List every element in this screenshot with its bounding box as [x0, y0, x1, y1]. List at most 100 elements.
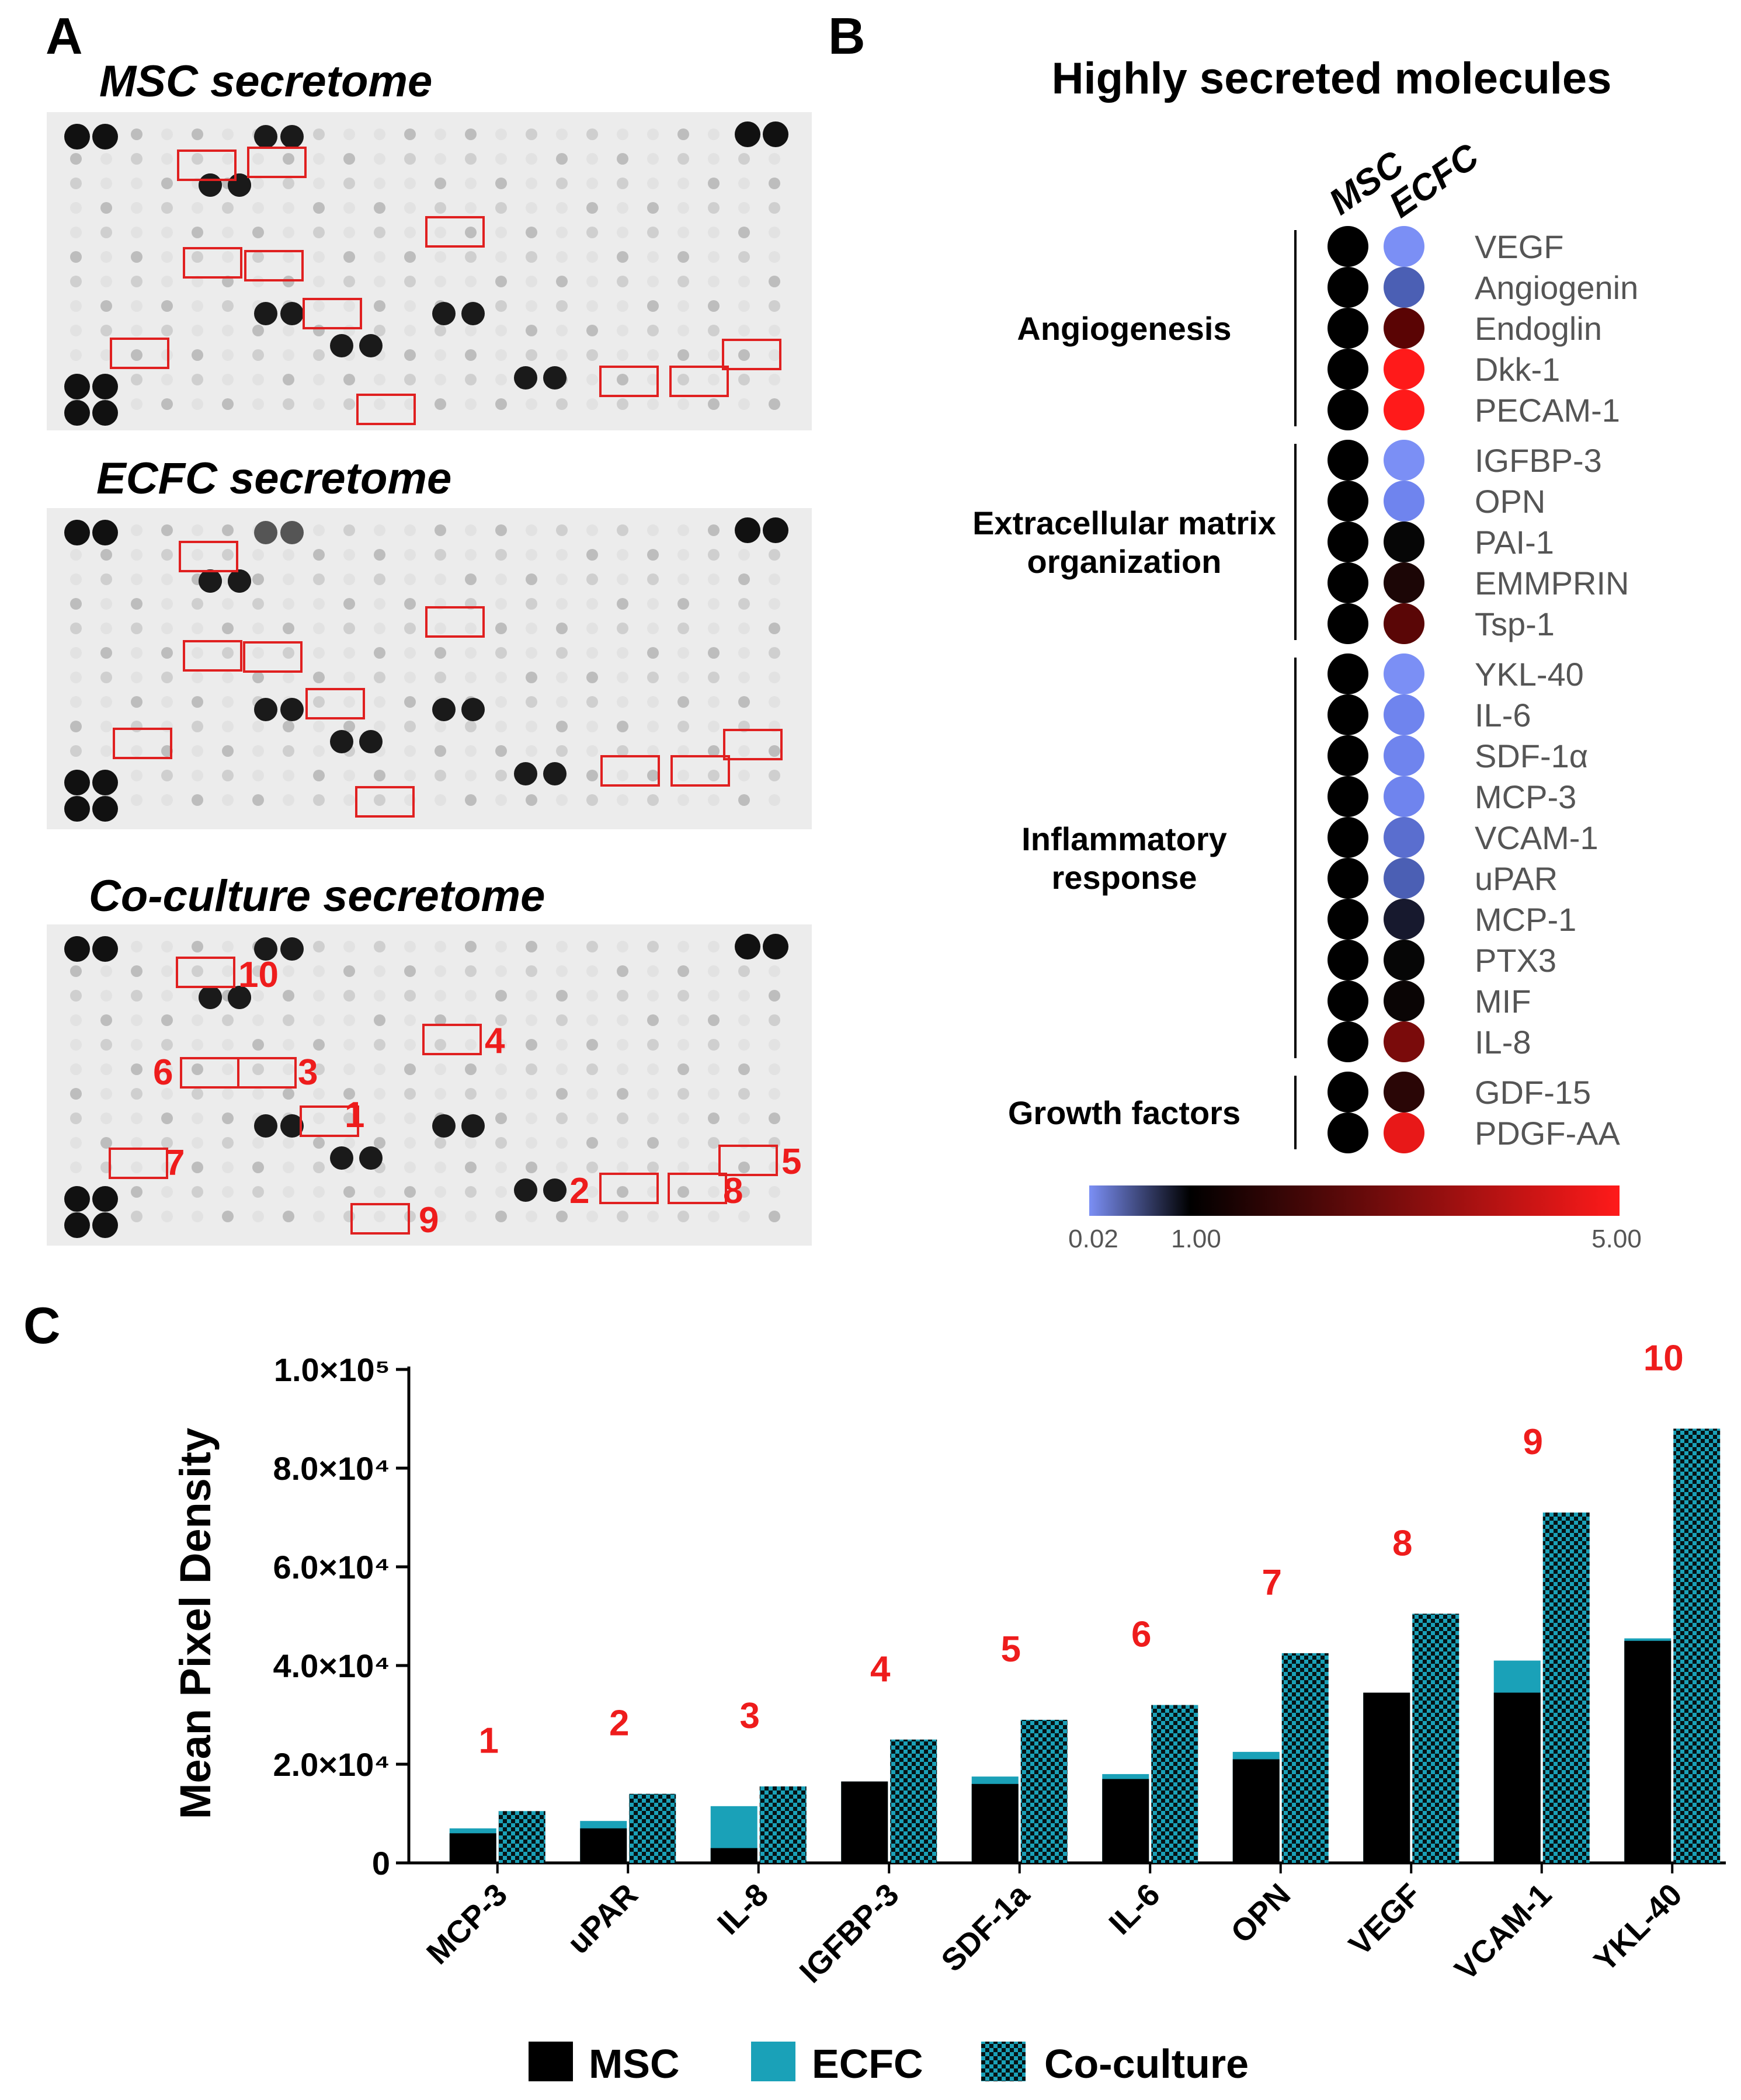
- panel-label-b: B: [828, 7, 866, 65]
- array-spot: [435, 202, 446, 214]
- array-spot: [313, 647, 325, 659]
- array-spot: [222, 1211, 234, 1222]
- msc-dot: [1328, 981, 1368, 1021]
- array-spot: [677, 349, 689, 361]
- array-spot: [708, 696, 720, 708]
- array-spot: [222, 941, 234, 952]
- array-spot: [495, 128, 507, 140]
- array-spot: [586, 1137, 598, 1149]
- array-spot: [556, 696, 568, 708]
- array-spot: [131, 573, 143, 585]
- category-label: response: [1052, 859, 1197, 896]
- array-spot: [526, 1112, 537, 1124]
- array-spot: [252, 1063, 264, 1075]
- array-spot: [343, 623, 355, 634]
- array-spot: [280, 125, 304, 148]
- array-spot: [254, 937, 277, 961]
- array-spot: [738, 1039, 750, 1051]
- array-spot: [586, 794, 598, 806]
- array-spot: [131, 1162, 143, 1173]
- molecule-label: PECAM-1: [1475, 392, 1620, 429]
- array-spot: [131, 941, 143, 952]
- array-spot: [556, 990, 568, 1002]
- category-label: Extracellular matrix: [972, 505, 1276, 541]
- bar-group: SDF-1a 5: [934, 1629, 1068, 1979]
- array-spot: [222, 696, 234, 708]
- array-spot: [330, 730, 353, 753]
- heatmap-row: EMMPRIN: [1328, 562, 1629, 603]
- reference-spot: [64, 1186, 90, 1212]
- array-spot: [192, 524, 203, 536]
- array-spot: [647, 990, 659, 1002]
- array-spot: [495, 770, 507, 781]
- x-category-label: IL-8: [711, 1877, 775, 1941]
- array-spot: [222, 1039, 234, 1051]
- array-spot: [70, 1162, 82, 1173]
- highlight-box: [722, 339, 781, 370]
- array-spot: [100, 549, 112, 561]
- array-spot: [404, 721, 416, 732]
- array-spot: [769, 349, 780, 361]
- array-spot: [131, 251, 143, 263]
- array-spot: [374, 794, 385, 806]
- array-spot: [374, 721, 385, 732]
- bar-coculture: [629, 1793, 676, 1863]
- array-spot: [769, 1014, 780, 1026]
- array-spot: [495, 1014, 507, 1026]
- array-spot: [708, 128, 720, 140]
- array-spot: [677, 1162, 689, 1173]
- msc-dot: [1328, 226, 1368, 267]
- array-spot: [359, 334, 383, 357]
- coculture-spot-number: 2: [569, 1171, 589, 1211]
- array-spot: [495, 965, 507, 977]
- molecule-label: VEGF: [1475, 228, 1563, 265]
- array-spot: [586, 1014, 598, 1026]
- array-spot: [586, 965, 598, 977]
- array-spot: [677, 178, 689, 189]
- array-spot: [586, 1088, 598, 1100]
- msc-dot: [1328, 817, 1368, 858]
- rank-label: 1: [479, 1720, 499, 1761]
- array-spot: [252, 1186, 264, 1198]
- array-spot: [647, 227, 659, 238]
- array-spot: [343, 941, 355, 952]
- category-label: Growth factors: [1008, 1094, 1240, 1131]
- array-spot: [738, 300, 750, 312]
- array-spot: [254, 1114, 277, 1138]
- array-spot: [131, 965, 143, 977]
- heatmap-row: GDF-15: [1328, 1072, 1591, 1112]
- array-spot: [526, 672, 537, 683]
- array-spot: [435, 672, 446, 683]
- y-axis-label: Mean Pixel Density: [171, 1428, 220, 1819]
- array-spot: [708, 598, 720, 610]
- molecule-label: EMMPRIN: [1475, 565, 1629, 602]
- array-spot: [556, 1112, 568, 1124]
- array-spot: [465, 573, 477, 585]
- array-spot: [617, 300, 628, 312]
- array-spot: [617, 1039, 628, 1051]
- array-spot: [586, 672, 598, 683]
- array-spot: [192, 1039, 203, 1051]
- reference-spot: [64, 374, 90, 399]
- array-spot: [586, 153, 598, 165]
- heatmap-row: PDGF-AA: [1328, 1112, 1621, 1153]
- array-spot: [526, 178, 537, 189]
- array-spot: [647, 1039, 659, 1051]
- array-spot: [343, 178, 355, 189]
- array-spot: [556, 1014, 568, 1026]
- array-spot: [586, 745, 598, 757]
- array-spot: [192, 965, 203, 977]
- array-spot: [647, 1162, 659, 1173]
- msc-secretome-title: MSC secretome: [99, 57, 432, 106]
- array-spot: [769, 965, 780, 977]
- array-spot: [254, 698, 277, 721]
- array-spot: [343, 1112, 355, 1124]
- array-spot: [677, 721, 689, 732]
- array-spot: [495, 1186, 507, 1198]
- array-spot: [586, 300, 598, 312]
- array-spot: [435, 1186, 446, 1198]
- ecfc-dot: [1384, 1021, 1424, 1062]
- array-spot: [404, 1014, 416, 1026]
- array-spot: [404, 941, 416, 952]
- array-spot: [343, 696, 355, 708]
